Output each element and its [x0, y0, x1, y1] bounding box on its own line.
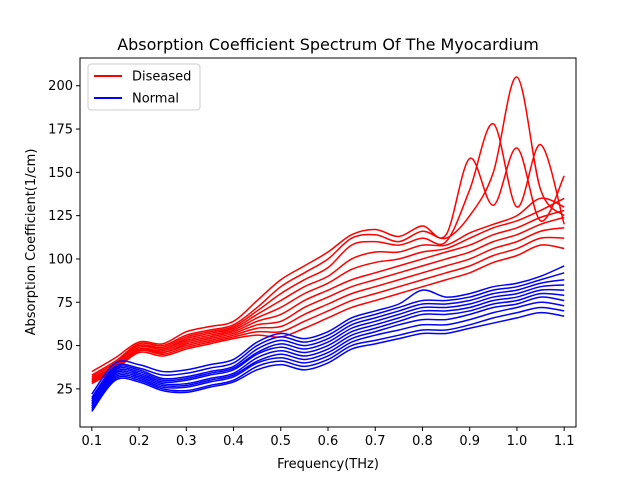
x-tick-label: 0.4	[223, 434, 244, 449]
x-tick-label: 0.6	[318, 434, 339, 449]
y-tick-label: 75	[56, 296, 73, 311]
series-diseased-line-1	[91, 147, 565, 373]
x-axis-label: Frequency(THz)	[277, 457, 379, 472]
x-tick-label: 0.7	[365, 434, 386, 449]
y-tick-label: 150	[48, 166, 73, 181]
series-normal-line-3	[91, 279, 565, 400]
y-tick-label: 25	[56, 382, 73, 397]
x-tick-label: 0.3	[176, 434, 197, 449]
legend-label-diseased: Diseased	[132, 70, 191, 85]
series-normal-line-4	[91, 284, 565, 402]
y-tick-label: 100	[48, 252, 73, 267]
x-axis: 0.1 0.2 0.3 0.4 0.5 0.6 0.7 0.8 0.9 1.0 1.1	[81, 427, 575, 449]
x-tick-label: 0.5	[270, 434, 291, 449]
x-tick-label: 0.1	[81, 434, 102, 449]
y-tick-label: 50	[56, 339, 73, 354]
series-group	[91, 76, 565, 412]
series-diseased-line-5	[91, 197, 565, 380]
series-diseased-line-2	[91, 76, 565, 376]
series-diseased-line-10	[91, 244, 565, 385]
series-normal-line-10	[91, 311, 565, 412]
x-tick-label: 0.9	[459, 434, 480, 449]
x-tick-label: 0.2	[129, 434, 150, 449]
y-tick-label: 125	[48, 209, 73, 224]
series-normal-line-9	[91, 306, 565, 411]
series-normal-line-7	[91, 296, 565, 407]
series-normal	[91, 265, 565, 412]
y-tick-label: 200	[48, 79, 73, 94]
series-normal-line-6	[91, 292, 565, 405]
series-diseased-line-9	[91, 236, 565, 383]
series-diseased-line-6	[91, 209, 565, 381]
series-normal-line-2	[91, 272, 565, 399]
x-tick-label: 0.8	[412, 434, 433, 449]
legend: Diseased Normal	[87, 63, 201, 111]
y-axis-label: Absorption Coefficient(1/cm)	[24, 149, 39, 336]
x-tick-label: 1.1	[554, 434, 575, 449]
series-normal-line-5	[91, 288, 565, 404]
series-diseased-line-8	[91, 227, 565, 383]
series-diseased	[91, 76, 565, 385]
series-diseased-line-3	[91, 123, 565, 378]
series-normal-line-8	[91, 301, 565, 409]
chart-title: Absorption Coefficient Spectrum Of The M…	[117, 35, 539, 54]
legend-label-normal: Normal	[132, 92, 179, 107]
series-normal-line-1	[91, 265, 565, 395]
y-axis: 25 50 75 100 125 150 175 200	[48, 79, 80, 397]
x-tick-label: 1.0	[507, 434, 528, 449]
y-tick-label: 175	[48, 123, 73, 138]
